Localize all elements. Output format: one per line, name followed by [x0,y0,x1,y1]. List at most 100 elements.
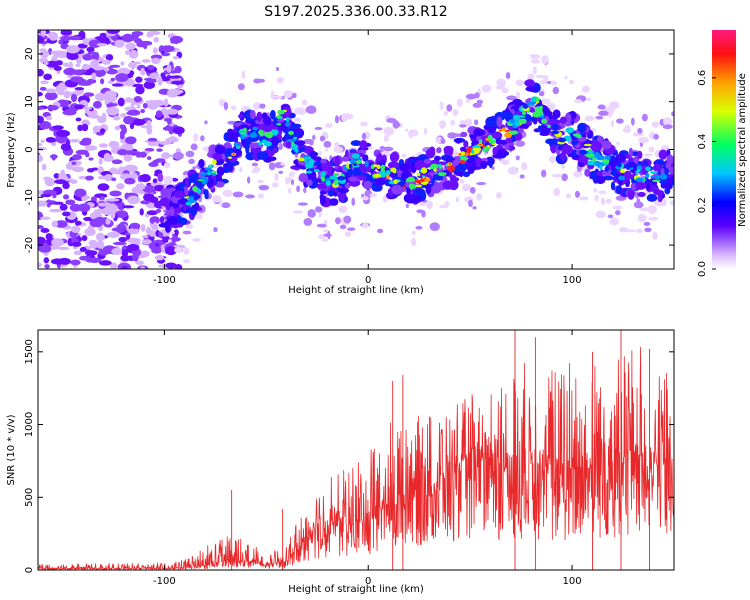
spectrogram-blob [387,161,399,169]
spectrogram-blob [74,87,85,91]
spectrogram-blob [306,170,313,174]
spectrogram-blob [43,61,49,65]
spectrogram-blob [54,220,68,228]
spectrogram-blob [276,77,285,84]
spectrogram-blob [151,57,161,65]
spectrogram-blob [140,67,146,76]
spectrogram-blob [351,153,360,159]
spectrogram-blob [663,117,673,127]
spectrogram-blob [124,78,135,87]
spectrogram-blob [654,175,661,180]
spectrogram-blob [321,177,326,182]
spectrogram-blob [505,72,511,79]
spectrogram-blob [327,230,331,240]
spectrogram-blob [187,199,197,204]
spectrogram-blob [97,202,107,207]
spectrogram-blob [439,166,443,169]
spectrogram-blob [552,86,560,95]
spectrogram-blob [549,155,556,163]
spectrogram-blob [325,180,332,187]
spectrogram-blob [564,75,568,80]
spectrogram-blob [501,87,509,94]
spectrogram-blob [338,187,350,194]
spectrogram-blob [605,198,612,204]
spectrogram-blob [275,66,280,72]
spectrogram-blob [62,181,70,190]
spectrogram-blob [94,193,108,199]
spectrogram-blob [152,159,159,165]
spectrogram-blob [288,130,295,136]
spectrogram-blob [340,197,345,203]
spectrogram-blob [216,166,225,177]
spectrogram-blob [68,61,73,70]
spectrogram-blob [406,187,412,196]
spectrogram-blob [43,73,53,81]
spectrogram-blob [114,39,125,48]
spectrogram-blob [442,180,454,190]
spectrogram-blob [361,132,367,140]
spectrogram-blob [117,97,125,107]
spectrogram-blob [478,139,483,144]
spectrogram-blob [571,140,579,146]
spectrogram-blob [71,241,82,247]
spectrogram-blob [434,155,442,161]
spectrogram-blob [38,225,44,229]
spectrogram-blob [212,159,217,165]
spectrogram-blob [38,200,48,207]
spectrogram-blob [482,147,487,153]
spectrogram-blob [386,117,397,123]
spectrogram-blob [645,166,651,172]
spectrogram-blob [593,187,597,193]
spectrogram-blob [492,146,498,156]
spectrogram-blob [82,53,93,61]
spectrogram-blob [476,182,487,186]
spectrogram-blob [253,102,262,110]
spectrogram-blob [104,173,114,182]
snr-panel: -100 0 100 0 500 1000 1500 Height of straight… [6,329,675,595]
spectrogram-blob [185,150,195,158]
spectrogram-blob [70,76,84,83]
spectrogram-blob [598,110,609,116]
spectrogram-blob [552,109,561,119]
spectrogram-blob [561,173,568,182]
spectrogram-blob [669,199,674,206]
spectrogram-blob [110,77,116,82]
spectrogram-blob [304,156,312,160]
spectrogram-blob [44,264,50,269]
spectrogram-blob [78,175,87,180]
spectrogram-blob [122,33,134,43]
spectrogram-blob [111,227,124,232]
spectrogram-blob [129,122,135,130]
spectrogram-blob [238,114,244,119]
spectrogram-blob [75,149,89,155]
spectrogram-blob [380,164,386,170]
spectrogram-blob [625,164,630,171]
spectrogram-blob [247,176,251,184]
spectrogram-blob [193,133,199,142]
spectrogram-blob [573,170,583,178]
spectrogram-blob [518,118,527,125]
spectrogram-blob [659,173,668,180]
spectrogram-blob [128,49,139,59]
spectrogram-blob [61,211,71,217]
spectrogram-blob [662,124,673,130]
spectrogram-blob [190,207,197,217]
colorbar-tick-label: 0.6 [697,70,708,86]
spectrogram-blob [72,166,85,173]
spectrogram-blob [578,149,588,156]
spectrogram-blob [84,145,98,151]
spectrogram-blob [328,191,334,197]
spectrogram-blob [515,121,521,127]
spectrogram-blob [551,173,563,178]
spectrogram-blob [91,72,97,80]
spectrogram-blob [182,259,190,264]
spectrogram-blob [578,136,587,142]
spectrogram-blob [615,154,626,163]
spectrogram-blob [373,173,382,178]
spectrogram-blob [488,138,496,144]
spectrogram-blob [188,158,195,165]
spectrogram-blob [106,106,119,116]
spectrogram-blob [135,183,146,190]
spectrogram-blob [173,229,179,236]
spectrogram-blob [118,236,128,243]
